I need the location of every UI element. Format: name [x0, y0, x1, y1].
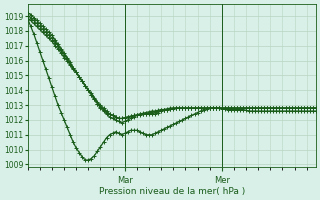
X-axis label: Pression niveau de la mer( hPa ): Pression niveau de la mer( hPa ) [99, 187, 245, 196]
